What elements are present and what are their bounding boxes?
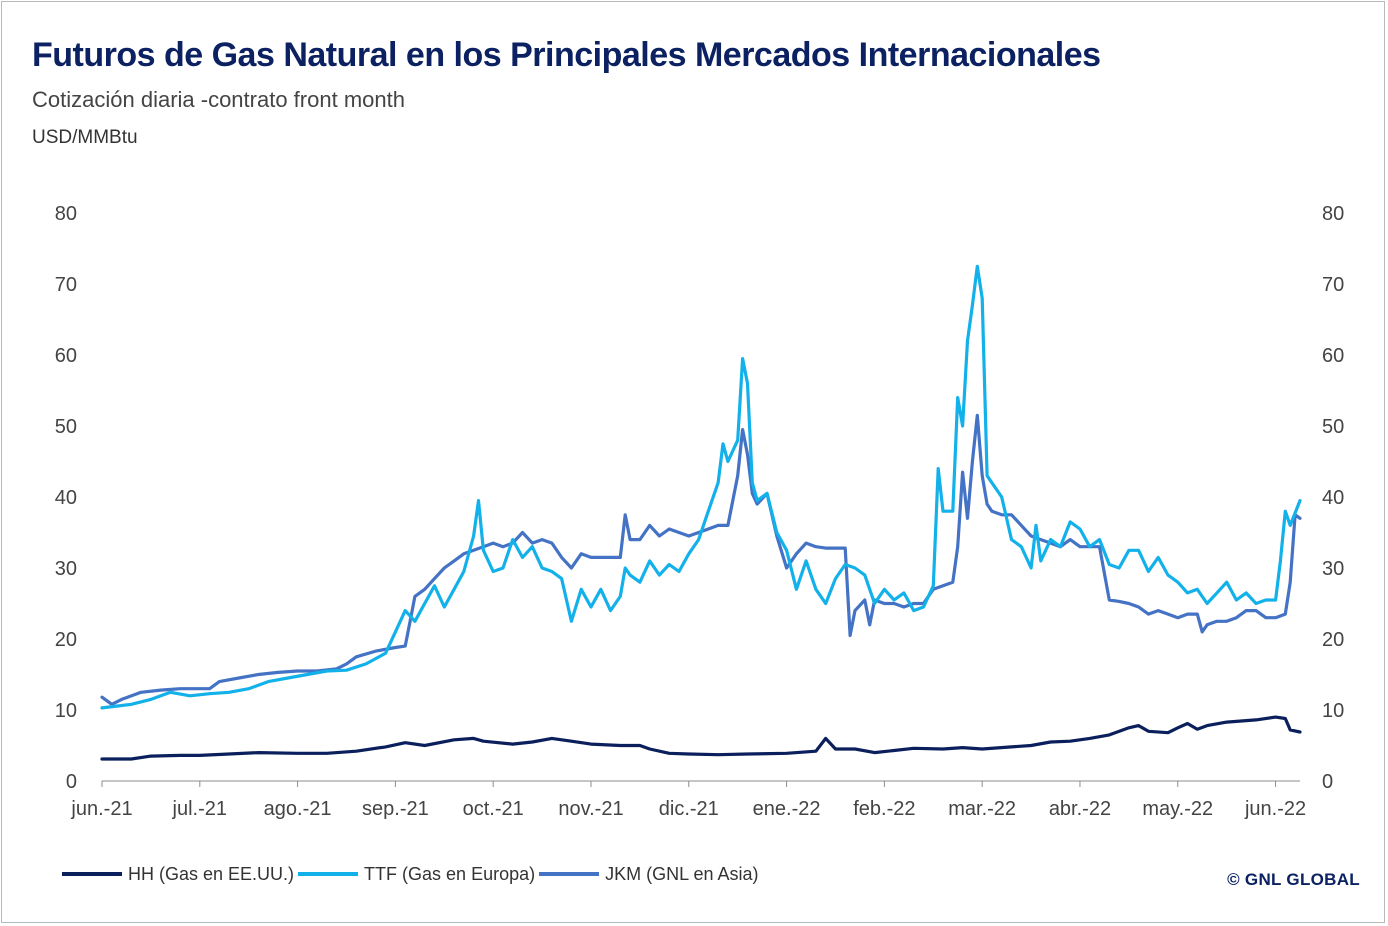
y-tick-label-right: 10 (1322, 700, 1344, 722)
chart-legend: HH (Gas en EE.UU.) TTF (Gas en Europa) J… (62, 860, 763, 888)
legend-item-hh: HH (Gas en EE.UU.) (62, 864, 294, 885)
y-tick-label-left: 20 (55, 629, 77, 651)
y-tick-label-left: 40 (55, 487, 77, 509)
legend-swatch-hh (62, 872, 122, 876)
y-tick-label-right: 40 (1322, 487, 1344, 509)
legend-label-ttf: TTF (Gas en Europa) (364, 863, 536, 884)
y-tick-label-left: 10 (55, 700, 77, 722)
x-tick-label: jun.-21 (70, 798, 132, 820)
x-tick-label: ene.-22 (753, 798, 821, 820)
series-line-ttf (100, 264, 1302, 710)
y-tick-label-left: 80 (55, 203, 77, 225)
y-tick-label-right: 60 (1322, 345, 1344, 367)
y-tick-label-left: 0 (66, 771, 77, 793)
x-tick-label: oct.-21 (463, 798, 524, 820)
y-tick-label-left: 70 (55, 274, 77, 296)
y-tick-label-left: 30 (55, 558, 77, 580)
y-axis-unit-label: USD/MMBtu (32, 127, 138, 148)
x-tick-label: abr.-22 (1049, 798, 1111, 820)
series-line-jkm (100, 413, 1302, 706)
chart-axes: 0 0 10 10 20 20 30 30 40 40 50 50 60 60 70 70 80 80 jun.-2… (55, 203, 1345, 820)
legend-swatch-ttf (298, 872, 359, 876)
x-tick-label: feb.-22 (853, 798, 915, 820)
y-tick-label-right: 20 (1322, 629, 1344, 651)
x-tick-label: jun.-22 (1244, 798, 1306, 820)
x-tick-label: jul.-21 (172, 798, 227, 820)
legend-swatch-jkm (539, 872, 600, 876)
x-tick-label: mar.-22 (948, 798, 1016, 820)
y-tick-label-right: 50 (1322, 416, 1344, 438)
chart-subtitle: Cotización diaria -contrato front month (32, 87, 405, 112)
y-tick-label-left: 50 (55, 416, 77, 438)
x-tick-label: sep.-21 (362, 798, 429, 820)
chart-series-layer (100, 264, 1302, 761)
x-tick-label: nov.-21 (558, 798, 623, 820)
credit-label: © GNL GLOBAL (1227, 870, 1360, 889)
y-tick-label-right: 0 (1322, 771, 1333, 793)
y-tick-label-right: 70 (1322, 274, 1344, 296)
y-tick-label-left: 60 (55, 345, 77, 367)
legend-item-jkm: JKM (GNL en Asia) (539, 863, 759, 885)
y-tick-label-right: 30 (1322, 558, 1344, 580)
legend-item-ttf: TTF (Gas en Europa) (298, 864, 535, 885)
x-tick-label: dic.-21 (659, 798, 719, 820)
chart-title: Futuros de Gas Natural en los Principale… (32, 36, 1101, 74)
y-tick-label-right: 80 (1322, 203, 1344, 225)
series-line-hh (100, 715, 1302, 761)
x-tick-label: may.-22 (1142, 798, 1213, 820)
x-tick-label: ago.-21 (264, 798, 332, 820)
legend-label-hh: HH (Gas en EE.UU.) (128, 863, 295, 884)
legend-label-jkm: JKM (GNL en Asia) (605, 863, 759, 884)
